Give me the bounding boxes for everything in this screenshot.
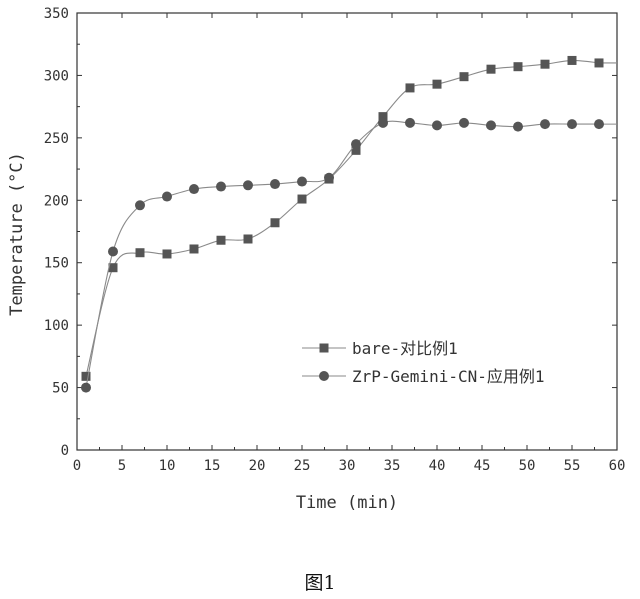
data-point: [405, 83, 415, 93]
legend: bare-对比例1 ZrP-Gemini-CN-应用例1: [302, 339, 545, 386]
data-point: [513, 121, 523, 132]
series-group: [81, 55, 617, 393]
data-point: [567, 119, 577, 130]
legend-label: ZrP-Gemini-CN-应用例1: [352, 367, 545, 386]
data-point: [81, 371, 91, 381]
data-point: [405, 117, 415, 128]
data-point: [81, 382, 91, 393]
data-point: [189, 244, 199, 254]
data-point: [540, 119, 550, 130]
x-tick-label: 5: [118, 458, 126, 474]
data-point: [135, 248, 145, 258]
data-point: [243, 234, 253, 244]
data-point: [108, 263, 118, 273]
x-tick-label: 30: [339, 458, 356, 474]
series-1: [81, 55, 617, 381]
legend-marker: [319, 343, 329, 353]
x-tick-label: 25: [294, 458, 311, 474]
data-point: [135, 200, 145, 211]
x-tick-label: 10: [159, 458, 176, 474]
legend-label: bare-对比例1: [352, 339, 458, 358]
data-point: [270, 218, 280, 228]
x-tick-label: 55: [564, 458, 581, 474]
y-tick-label: 100: [44, 318, 69, 334]
x-tick-label: 35: [384, 458, 401, 474]
y-tick-label: 200: [44, 193, 69, 209]
x-tick-label: 50: [519, 458, 536, 474]
data-point: [513, 62, 523, 72]
series-line: [85, 59, 600, 377]
data-point: [108, 246, 118, 257]
y-tick-label: 0: [61, 443, 69, 459]
series-2: [81, 117, 617, 393]
data-point: [594, 119, 604, 130]
x-axis-title: Time (min): [296, 493, 398, 513]
data-point: [540, 59, 550, 69]
y-axis-title: Temperature (°C): [7, 152, 27, 316]
data-point: [243, 180, 253, 191]
figure-caption: 图1: [304, 572, 336, 594]
data-point: [162, 249, 172, 259]
data-point: [297, 176, 307, 187]
data-point: [594, 58, 604, 68]
data-point: [486, 64, 496, 74]
data-point: [297, 194, 307, 204]
data-point: [270, 179, 280, 190]
data-point: [459, 72, 469, 82]
x-tick-label: 15: [204, 458, 221, 474]
x-tick-label: 45: [474, 458, 491, 474]
data-point: [486, 120, 496, 131]
data-point: [351, 139, 361, 150]
x-tick-label: 60: [609, 458, 626, 474]
data-point: [378, 112, 388, 122]
x-tick-label: 40: [429, 458, 446, 474]
y-tick-label: 50: [52, 381, 69, 397]
data-point: [351, 145, 361, 155]
data-point: [162, 191, 172, 202]
data-point: [378, 117, 388, 128]
legend-entry-1: bare-对比例1: [302, 339, 458, 358]
data-point: [432, 79, 442, 89]
data-point: [567, 55, 577, 65]
data-point: [216, 235, 226, 245]
x-tick-label: 0: [73, 458, 81, 474]
data-point: [432, 120, 442, 131]
y-tick-label: 150: [44, 256, 69, 272]
x-tick-label: 20: [249, 458, 266, 474]
legend-marker: [319, 371, 329, 381]
y-tick-label: 350: [44, 6, 69, 22]
y-tick-label: 300: [44, 68, 69, 84]
legend-entry-2: ZrP-Gemini-CN-应用例1: [302, 367, 545, 386]
data-point: [189, 184, 199, 195]
y-tick-label: 250: [44, 131, 69, 147]
data-point: [324, 172, 334, 183]
data-point: [459, 117, 469, 128]
data-point: [216, 181, 226, 192]
axes: 0 5 10 15 20 25 30 35 40 45 50 55 60 0 50 100 150 200 250 3…: [44, 6, 626, 474]
